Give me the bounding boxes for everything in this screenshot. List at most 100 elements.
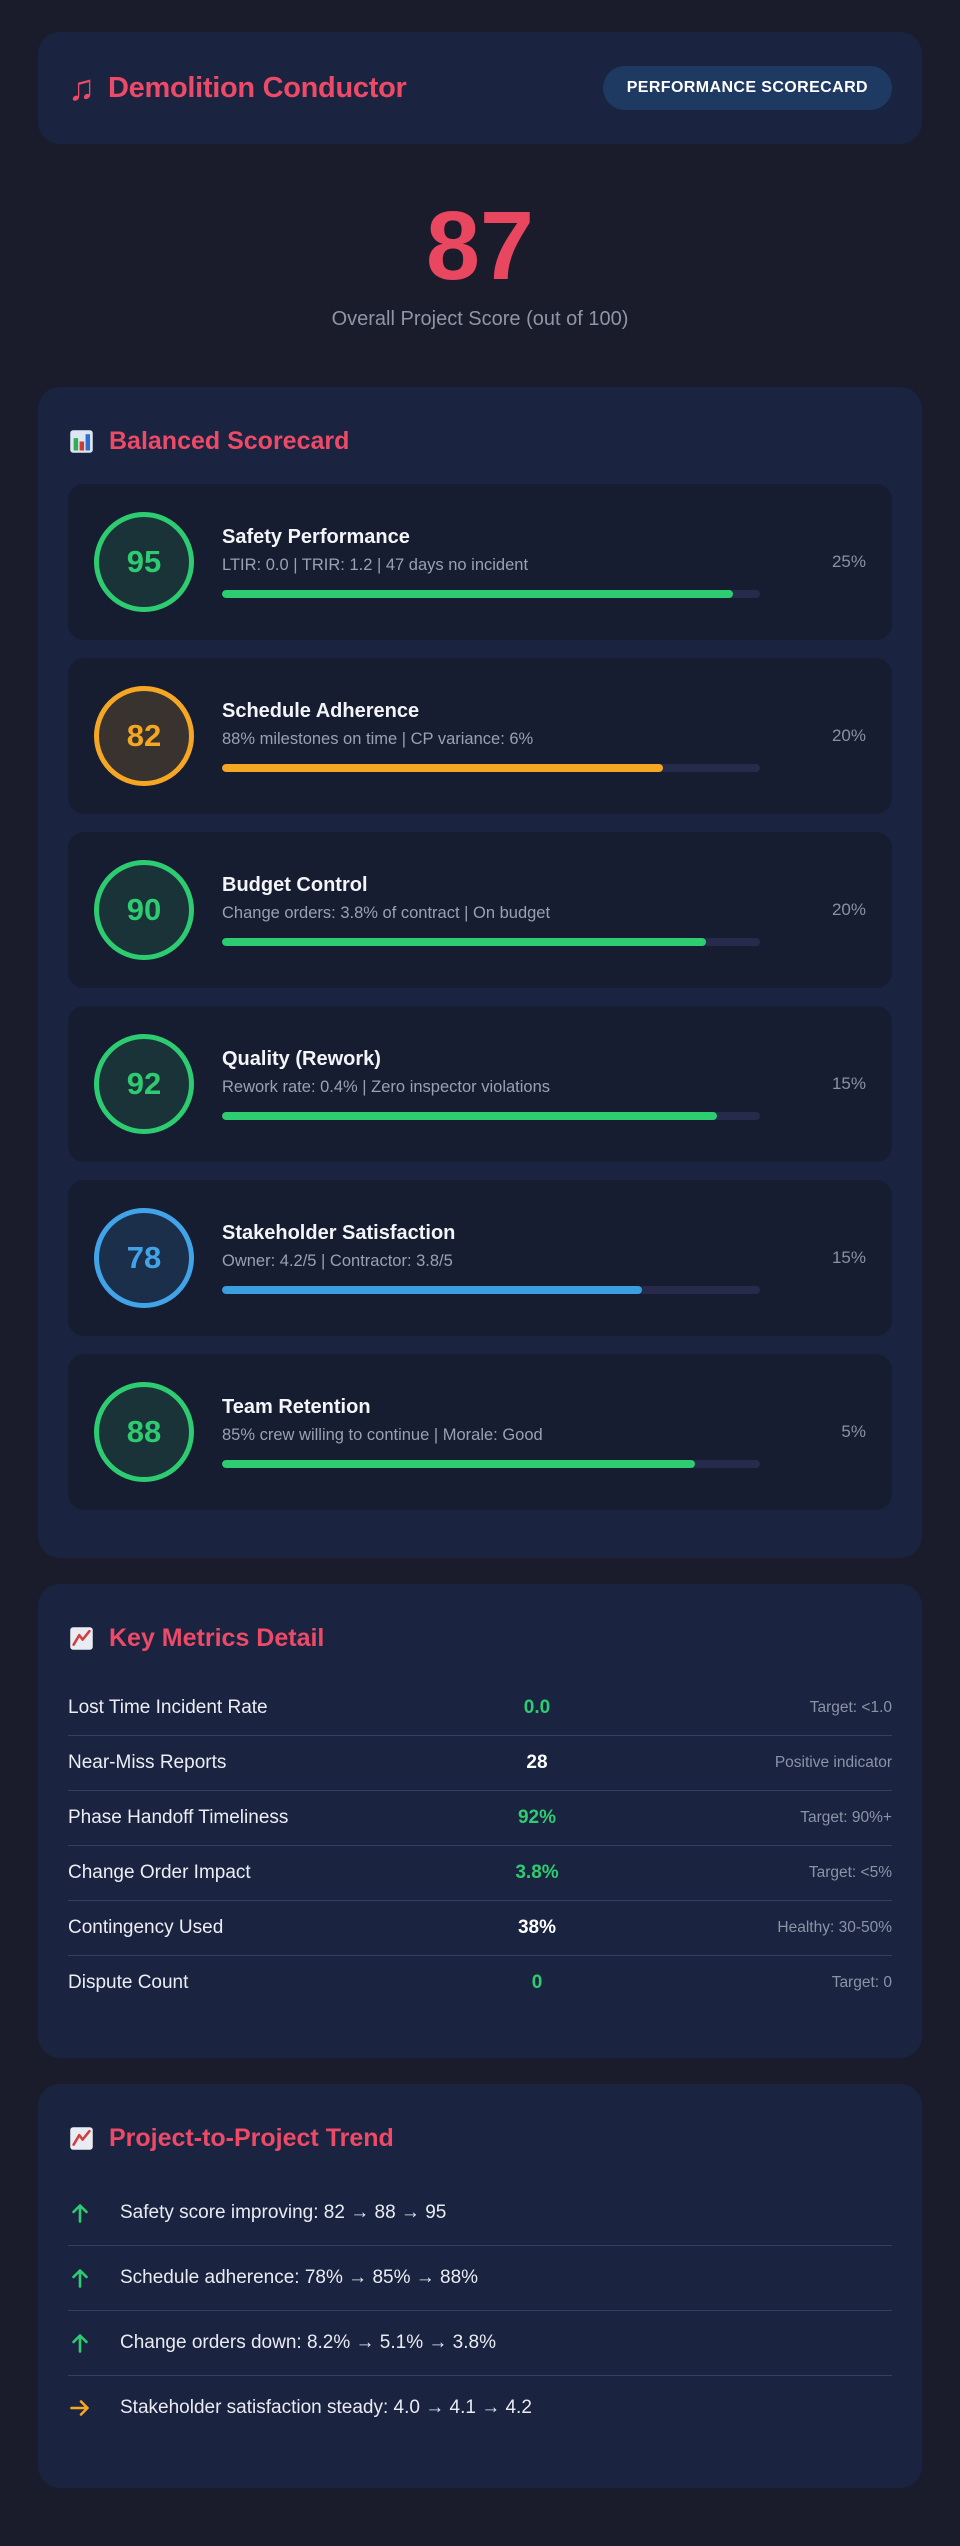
section-title: Balanced Scorecard: [109, 427, 350, 456]
metric-value: 3.8%: [515, 1862, 559, 1884]
section-title: Key Metrics Detail: [109, 1624, 325, 1653]
metric-note: Target: <5%: [808, 1864, 892, 1882]
section-title: Project-to-Project Trend: [109, 2124, 394, 2153]
score-value: 90: [126, 892, 162, 928]
progress-fill: [222, 938, 707, 947]
metric-value: 0.0: [523, 1697, 551, 1719]
score-value: 92: [126, 1066, 162, 1102]
weight-label: 20%: [831, 726, 866, 746]
progress-track: [222, 764, 760, 773]
weight-label: 25%: [831, 552, 866, 572]
score-item-detail: Owner: 4.2/5 | Contractor: 3.8/5: [222, 1252, 453, 1271]
score-item-title: Quality (Rework): [222, 1048, 381, 1071]
progress-track: [222, 938, 760, 947]
progress-fill: [222, 1112, 717, 1121]
performance-scorecard-badge: PERFORMANCE SCORECARD: [602, 66, 892, 110]
trend-arrow-icon: [68, 2266, 92, 2290]
score-item-title: Stakeholder Satisfaction: [222, 1222, 456, 1245]
score-item-budget: 90 Budget Control Change orders: 3.8% of…: [68, 832, 892, 989]
trend-text: Stakeholder satisfaction steady: 4.0 → 4…: [120, 2397, 532, 2419]
trend-row-safety: Safety score improving: 82 → 88 → 95: [68, 2181, 892, 2247]
metric-note: Target: 90%+: [800, 1809, 892, 1827]
bar-chart-icon: [70, 430, 93, 453]
metric-label: Near-Miss Reports: [68, 1752, 227, 1774]
section-header: Balanced Scorecard: [68, 427, 892, 456]
score-circle: 95: [94, 512, 194, 613]
trend-text: Safety score improving: 82 → 88 → 95: [120, 2202, 447, 2224]
section-header: Key Metrics Detail: [68, 1624, 892, 1653]
line-chart-icon: [70, 2127, 93, 2150]
up-arrow-icon: [72, 2204, 88, 2223]
weight-label: 15%: [831, 1074, 866, 1094]
metric-label: Dispute Count: [68, 1972, 189, 1994]
trend-arrow-icon: [68, 2331, 92, 2355]
metric-value: 0: [531, 1972, 543, 1994]
score-item-body: Safety Performance LTIR: 0.0 | TRIR: 1.2…: [222, 526, 760, 599]
progress-track: [222, 1460, 760, 1469]
metric-value: 92%: [517, 1807, 557, 1829]
app-title: Demolition Conductor: [108, 71, 407, 104]
metric-row-contingency: Contingency Used 38% Healthy: 30-50%: [68, 1901, 892, 1957]
score-value: 82: [126, 718, 162, 754]
overall-score-label: Overall Project Score (out of 100): [331, 308, 629, 331]
trend-arrow-icon: [68, 2396, 92, 2420]
score-item-schedule: 82 Schedule Adherence 88% milestones on …: [68, 658, 892, 815]
key-metrics-section: Key Metrics Detail Lost Time Incident Ra…: [38, 1584, 922, 2059]
metric-row-handoff: Phase Handoff Timeliness 92% Target: 90%…: [68, 1791, 892, 1847]
score-item-detail: Change orders: 3.8% of contract | On bud…: [222, 904, 551, 923]
score-circle: 82: [94, 686, 194, 787]
score-item-body: Schedule Adherence 88% milestones on tim…: [222, 700, 760, 773]
up-arrow-icon: [72, 2269, 88, 2288]
metric-label: Lost Time Incident Rate: [68, 1697, 268, 1719]
metric-label: Contingency Used: [68, 1917, 224, 1939]
score-item-title: Schedule Adherence: [222, 700, 420, 723]
app-title-group: ♫ Demolition Conductor: [68, 70, 407, 106]
progress-track: [222, 1112, 760, 1121]
score-item-title: Team Retention: [222, 1396, 371, 1419]
progress-track: [222, 590, 760, 599]
score-value: 78: [126, 1240, 162, 1276]
score-circle: 78: [94, 1208, 194, 1309]
score-value: 95: [126, 544, 162, 580]
score-item-detail: LTIR: 0.0 | TRIR: 1.2 | 47 days no incid…: [222, 556, 529, 575]
score-item-detail: 85% crew willing to continue | Morale: G…: [222, 1426, 543, 1445]
metric-note: Target: 0: [831, 1974, 892, 1992]
weight-label: 5%: [841, 1422, 866, 1442]
progress-fill: [222, 590, 734, 599]
score-item-body: Team Retention 85% crew willing to conti…: [222, 1396, 760, 1469]
progress-fill: [222, 764, 664, 773]
metric-label: Change Order Impact: [68, 1862, 251, 1884]
progress-fill: [222, 1460, 696, 1469]
balanced-scorecard-section: Balanced Scorecard 95 Safety Performance…: [38, 387, 922, 1559]
progress-fill: [222, 1286, 642, 1295]
app-header: ♫ Demolition Conductor PERFORMANCE SCORE…: [38, 32, 922, 144]
metric-value: 38%: [517, 1917, 557, 1939]
section-header: Project-to-Project Trend: [68, 2124, 892, 2153]
overall-score-block: 87 Overall Project Score (out of 100): [38, 191, 922, 331]
score-item-body: Budget Control Change orders: 3.8% of co…: [222, 874, 760, 947]
score-circle: 90: [94, 860, 194, 961]
metric-label: Phase Handoff Timeliness: [68, 1807, 289, 1829]
score-value: 88: [126, 1414, 162, 1450]
trend-row-change-orders: Change orders down: 8.2% → 5.1% → 3.8%: [68, 2311, 892, 2377]
metric-row-disputes: Dispute Count 0 Target: 0: [68, 1956, 892, 2010]
score-item-quality: 92 Quality (Rework) Rework rate: 0.4% | …: [68, 1006, 892, 1163]
weight-label: 15%: [831, 1248, 866, 1268]
score-item-retention: 88 Team Retention 85% crew willing to co…: [68, 1354, 892, 1511]
trend-section: Project-to-Project Trend Safety score im…: [38, 2084, 922, 2489]
score-item-stakeholder: 78 Stakeholder Satisfaction Owner: 4.2/5…: [68, 1180, 892, 1337]
trend-row-stakeholder: Stakeholder satisfaction steady: 4.0 → 4…: [68, 2376, 892, 2440]
metric-note: Target: <1.0: [809, 1699, 892, 1717]
score-circle: 92: [94, 1034, 194, 1135]
trend-text: Change orders down: 8.2% → 5.1% → 3.8%: [120, 2332, 496, 2354]
line-chart-icon: [70, 1627, 93, 1650]
metric-row-near-miss: Near-Miss Reports 28 Positive indicator: [68, 1736, 892, 1792]
progress-track: [222, 1286, 760, 1295]
metric-note: Healthy: 30-50%: [777, 1919, 892, 1937]
metric-note: Positive indicator: [774, 1754, 892, 1772]
overall-score-value: 87: [426, 191, 534, 300]
metric-row-change-order: Change Order Impact 3.8% Target: <5%: [68, 1846, 892, 1902]
metric-row-ltir: Lost Time Incident Rate 0.0 Target: <1.0: [68, 1681, 892, 1737]
score-item-body: Quality (Rework) Rework rate: 0.4% | Zer…: [222, 1048, 760, 1121]
